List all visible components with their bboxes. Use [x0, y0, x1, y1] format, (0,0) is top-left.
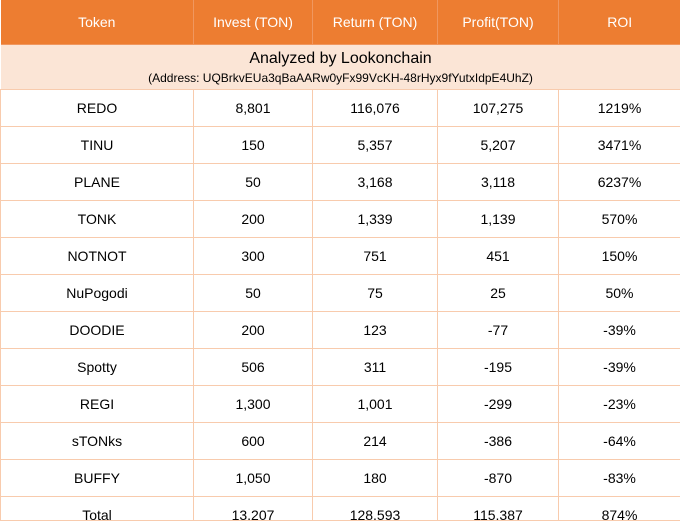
col-header-roi: ROI	[558, 0, 680, 45]
invest-cell: 8,801	[193, 89, 313, 127]
roi-cell: -83%	[558, 459, 680, 497]
table-row: DOODIE 200 123 -77 -39%	[0, 311, 680, 349]
table-body: Analyzed by Lookonchain (Address: UQBrkv…	[0, 44, 680, 520]
roi-cell: 1219%	[558, 89, 680, 127]
invest-cell: 50	[193, 274, 313, 312]
token-cell: REDO	[0, 89, 194, 127]
return-cell: 5,357	[312, 126, 438, 164]
header-row: Token Invest (TON) Return (TON) Profit(T…	[0, 0, 680, 45]
col-header-profit: Profit(TON)	[437, 0, 559, 45]
invest-cell: 506	[193, 348, 313, 386]
return-cell: 123	[312, 311, 438, 349]
col-header-token: Token	[0, 0, 194, 45]
invest-cell: 150	[193, 126, 313, 164]
roi-cell: 150%	[558, 237, 680, 275]
invest-cell: 200	[193, 311, 313, 349]
analyzed-by-title: Analyzed by Lookonchain	[249, 49, 432, 67]
table-row: REDO 8,801 116,076 107,275 1219%	[0, 89, 680, 127]
analyzed-by-row: Analyzed by Lookonchain (Address: UQBrkv…	[0, 44, 680, 90]
roi-cell: -23%	[558, 385, 680, 423]
token-cell: TINU	[0, 126, 194, 164]
return-cell: 75	[312, 274, 438, 312]
invest-cell: 300	[193, 237, 313, 275]
token-cell: sTONks	[0, 422, 194, 460]
roi-cell: -64%	[558, 422, 680, 460]
return-cell: 180	[312, 459, 438, 497]
table-row: sTONks 600 214 -386 -64%	[0, 422, 680, 460]
invest-cell: 600	[193, 422, 313, 460]
token-cell: DOODIE	[0, 311, 194, 349]
invest-cell: 50	[193, 163, 313, 201]
profit-cell: 5,207	[437, 126, 559, 164]
return-cell: 1,339	[312, 200, 438, 238]
profit-cell: 107,275	[437, 89, 559, 127]
return-cell: 751	[312, 237, 438, 275]
invest-cell: 13,207	[193, 496, 313, 520]
profit-cell: 25	[437, 274, 559, 312]
table-row: NuPogodi 50 75 25 50%	[0, 274, 680, 312]
table-row: NOTNOT 300 751 451 150%	[0, 237, 680, 275]
roi-cell: 6237%	[558, 163, 680, 201]
roi-cell: 3471%	[558, 126, 680, 164]
roi-cell: -39%	[558, 348, 680, 386]
roi-cell: 50%	[558, 274, 680, 312]
profit-cell: -870	[437, 459, 559, 497]
profit-cell: 451	[437, 237, 559, 275]
col-header-return: Return (TON)	[312, 0, 438, 45]
analyzed-by-cell: Analyzed by Lookonchain (Address: UQBrkv…	[0, 44, 680, 90]
profit-cell: 115,387	[437, 496, 559, 520]
table-row: PLANE 50 3,168 3,118 6237%	[0, 163, 680, 201]
return-cell: 311	[312, 348, 438, 386]
token-cell: NuPogodi	[0, 274, 194, 312]
wallet-address-text: (Address: UQBrkvEUa3qBaAARw0yFx99VcKH-48…	[148, 70, 533, 85]
roi-cell: 874%	[558, 496, 680, 520]
return-cell: 128,593	[312, 496, 438, 520]
table-row: TONK 200 1,339 1,139 570%	[0, 200, 680, 238]
token-cell: Spotty	[0, 348, 194, 386]
token-cell: BUFFY	[0, 459, 194, 497]
table-row: BUFFY 1,050 180 -870 -83%	[0, 459, 680, 497]
roi-cell: 570%	[558, 200, 680, 238]
profit-cell: 1,139	[437, 200, 559, 238]
invest-cell: 200	[193, 200, 313, 238]
table-row: TINU 150 5,357 5,207 3471%	[0, 126, 680, 164]
invest-cell: 1,300	[193, 385, 313, 423]
roi-cell: -39%	[558, 311, 680, 349]
table-row: Total 13,207 128,593 115,387 874%	[0, 496, 680, 520]
profit-cell: 3,118	[437, 163, 559, 201]
token-cell: Total	[0, 496, 194, 520]
profit-cell: -195	[437, 348, 559, 386]
return-cell: 3,168	[312, 163, 438, 201]
return-cell: 116,076	[312, 89, 438, 127]
table-row: Spotty 506 311 -195 -39%	[0, 348, 680, 386]
profit-cell: -299	[437, 385, 559, 423]
token-cell: NOTNOT	[0, 237, 194, 275]
profit-cell: -77	[437, 311, 559, 349]
return-cell: 1,001	[312, 385, 438, 423]
token-cell: REGI	[0, 385, 194, 423]
return-cell: 214	[312, 422, 438, 460]
col-header-invest: Invest (TON)	[193, 0, 313, 45]
invest-cell: 1,050	[193, 459, 313, 497]
token-cell: TONK	[0, 200, 194, 238]
token-cell: PLANE	[0, 163, 194, 201]
profit-cell: -386	[437, 422, 559, 460]
table-row: REGI 1,300 1,001 -299 -23%	[0, 385, 680, 423]
